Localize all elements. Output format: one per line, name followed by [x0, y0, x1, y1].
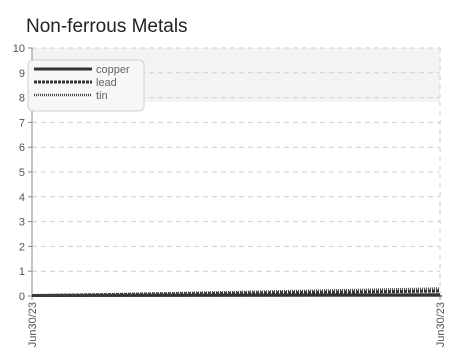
y-tick-label: 4: [19, 192, 25, 204]
y-tick-label: 1: [19, 266, 25, 278]
y-tick-label: 3: [19, 217, 25, 229]
legend-label-lead[interactable]: lead: [96, 77, 117, 89]
y-tick-label: 5: [19, 167, 25, 179]
x-tick-label: Jun30/23: [27, 302, 39, 347]
y-tick-label: 2: [19, 241, 25, 253]
y-tick-label: 9: [19, 68, 25, 80]
y-tick-label: 10: [13, 43, 25, 55]
y-tick-label: 6: [19, 142, 25, 154]
series-lines: [31, 287, 441, 298]
tick-labels: 0 1 2 3 4 5 6 7 8 9 10 Jun30/23 Jun30/23: [13, 43, 447, 347]
series-line-copper: [31, 293, 441, 298]
y-tick-label: 0: [19, 291, 25, 303]
legend-box: [27, 59, 145, 112]
legend-label-copper[interactable]: copper: [96, 64, 130, 76]
legend-label-tin[interactable]: tin: [96, 90, 108, 102]
x-tick-label: Jun30/23: [435, 302, 447, 347]
chart-title: Non-ferrous Metals: [26, 16, 188, 37]
y-tick-label: 8: [19, 93, 25, 105]
series-line-tin: [31, 287, 441, 297]
y-tick-label: 7: [19, 117, 25, 129]
